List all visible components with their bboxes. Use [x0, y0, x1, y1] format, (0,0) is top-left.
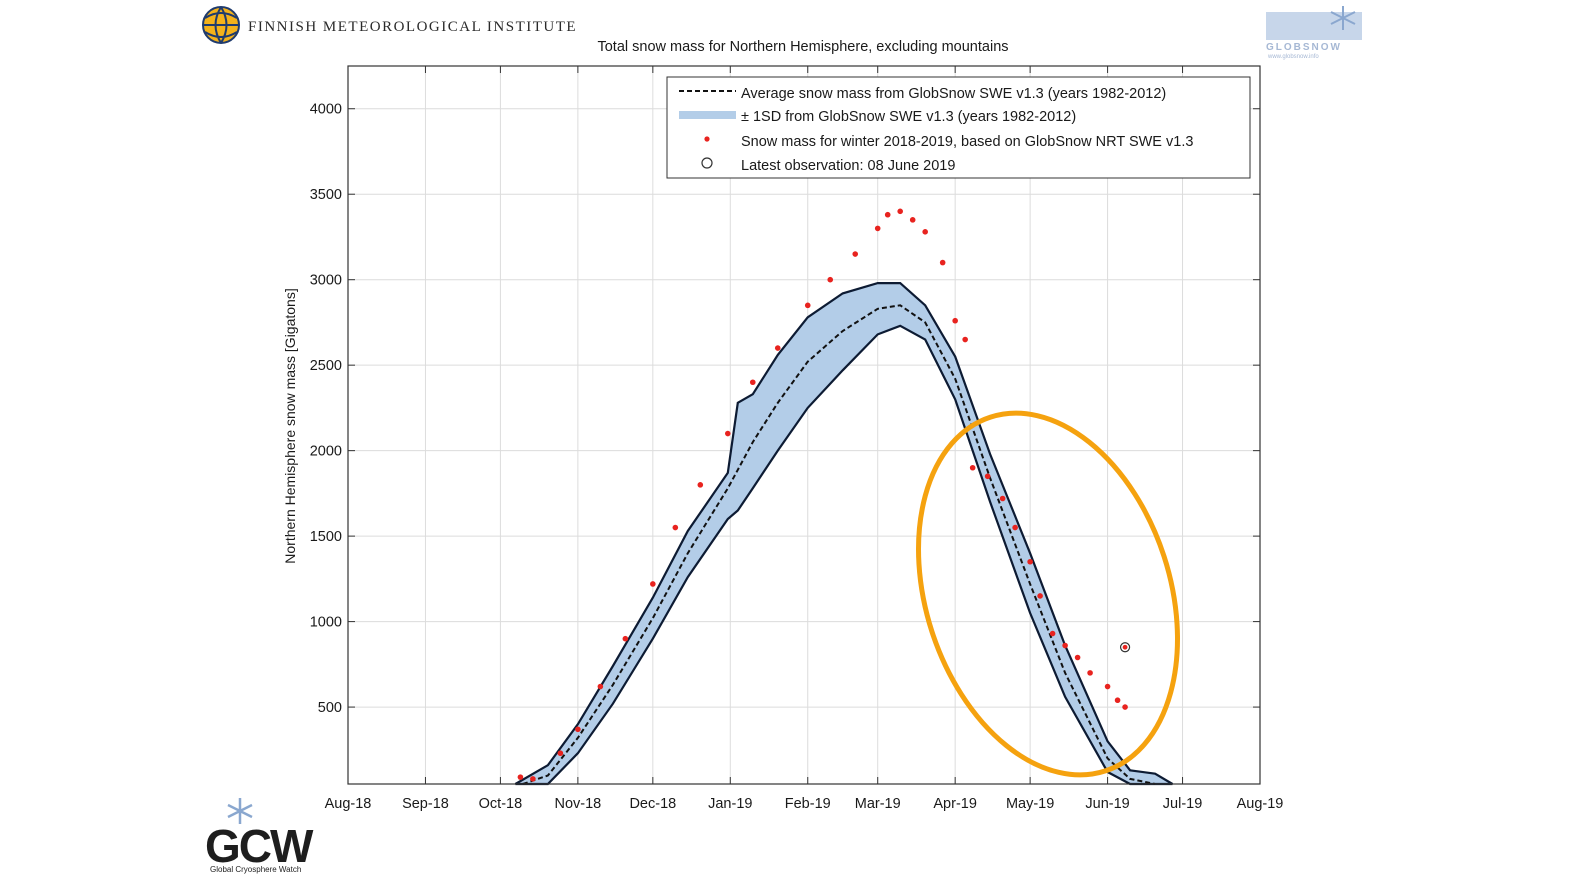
observation-point: [984, 473, 991, 480]
observation-point: [1062, 642, 1068, 649]
globsnow-url: www.globsnow.info: [1267, 54, 1319, 60]
gcw-logo: GCW Global Cryosphere Watch: [205, 798, 316, 874]
average-line: [522, 304, 1156, 785]
observation-point: [1037, 593, 1043, 599]
y-tick-label: 500: [318, 700, 342, 716]
observation-point: [1074, 654, 1081, 661]
x-tick-label: Apr-19: [933, 796, 977, 812]
legend-band-swatch: [679, 111, 736, 119]
observation-point: [1104, 683, 1111, 690]
gcw-logo-text: GCW: [205, 820, 314, 872]
legend-entry-average: Average snow mass from GlobSnow SWE v1.3…: [741, 86, 1166, 102]
observation-point: [1114, 697, 1121, 704]
observation-point: [852, 251, 859, 257]
observation-point: [530, 776, 536, 782]
fmi-institute-name: FINNISH METEOROLOGICAL INSTITUTE: [248, 19, 577, 35]
x-tick-label: Jan-19: [708, 796, 752, 812]
y-tick-label: 1000: [310, 615, 342, 631]
y-tick-label: 3000: [310, 273, 342, 289]
x-tick-label: Nov-18: [554, 796, 601, 812]
observation-point: [697, 482, 704, 488]
x-tick-label: Jun-19: [1085, 796, 1129, 812]
observation-point: [999, 495, 1006, 502]
observation-point: [724, 430, 731, 437]
plot-frame: [347, 65, 1261, 785]
x-tick-label: Sep-18: [402, 796, 449, 812]
y-tick-label: 3500: [310, 187, 342, 203]
observation-point: [672, 524, 679, 531]
y-tick-label: 2000: [310, 444, 342, 460]
observation-point: [952, 317, 958, 324]
legend-entry-observations: Snow mass for winter 2018-2019, based on…: [741, 134, 1193, 150]
observation-points: [517, 208, 1128, 782]
legend-entry-std: ± 1SD from GlobSnow SWE v1.3 (years 1982…: [741, 109, 1076, 125]
observation-point: [909, 217, 916, 223]
observation-point: [557, 750, 564, 757]
y-tick-label: 2500: [310, 358, 342, 374]
observation-point: [969, 464, 976, 471]
observation-point: [517, 774, 524, 780]
observation-point: [874, 225, 881, 232]
observation-point: [1027, 558, 1033, 565]
latest-observation-point: [1122, 644, 1128, 650]
observation-point: [1122, 704, 1128, 710]
std-band-lower-edge: [515, 324, 1173, 786]
x-tick-label: Jul-19: [1163, 796, 1203, 812]
x-tick-label: Feb-19: [785, 796, 831, 812]
y-axis-label: Northern Hemisphere snow mass [Gigatons]: [282, 288, 298, 563]
y-tick-label: 4000: [310, 102, 342, 118]
legend-point-swatch: [704, 136, 710, 142]
observation-point: [939, 259, 946, 266]
x-tick-label: Mar-19: [855, 796, 901, 812]
snowflake-icon: [1330, 6, 1356, 30]
observation-point: [804, 302, 811, 309]
observation-point: [774, 345, 781, 351]
observation-point: [897, 208, 903, 215]
observation-point: [1012, 524, 1018, 531]
grid: [348, 66, 1260, 784]
observation-point: [597, 683, 604, 690]
observation-point: [1087, 670, 1093, 676]
observation-point: [575, 726, 581, 733]
globsnow-logo: GLOBSNOW www.globsnow.info: [1266, 6, 1362, 60]
fmi-logo: FINNISH METEOROLOGICAL INSTITUTE: [202, 6, 577, 44]
chart-title: Total snow mass for Northern Hemisphere,…: [597, 39, 1008, 55]
x-tick-label: Dec-18: [629, 796, 676, 812]
highlight-ellipse: [916, 410, 1180, 778]
legend-latest-swatch: [701, 157, 713, 169]
observation-point: [884, 211, 891, 218]
legend-entry-latest: Latest observation: 08 June 2019: [741, 158, 955, 174]
x-tick-label: Aug-18: [325, 796, 372, 812]
observation-point: [749, 379, 756, 386]
x-tick-label: May-19: [1006, 796, 1054, 812]
std-band: [515, 283, 1173, 784]
observation-point: [650, 581, 656, 587]
observation-point: [827, 276, 834, 283]
x-tick-label: Aug-19: [1237, 796, 1284, 812]
observation-point: [922, 229, 928, 235]
y-tick-label: 1500: [310, 529, 342, 545]
fmi-logo-lines-icon: [203, 6, 239, 44]
legend: Average snow mass from GlobSnow SWE v1.3…: [666, 76, 1251, 179]
observation-point: [962, 336, 968, 343]
tick-labels: Aug-18 Sep-18 Oct-18 Nov-18 Dec-18 Jan-19 Feb-…: [310, 66, 1284, 812]
snowflake-icon: [227, 798, 253, 824]
gcw-caption: Global Cryosphere Watch: [210, 865, 301, 874]
x-tick-label: Oct-18: [479, 796, 523, 812]
latest-observation-marker: [1119, 642, 1131, 653]
observation-point: [1049, 630, 1056, 637]
observation-point: [622, 635, 629, 642]
legend-box: [666, 76, 1251, 179]
std-band-upper-edge: [514, 282, 1174, 785]
globsnow-logo-text: GLOBSNOW: [1266, 42, 1342, 53]
